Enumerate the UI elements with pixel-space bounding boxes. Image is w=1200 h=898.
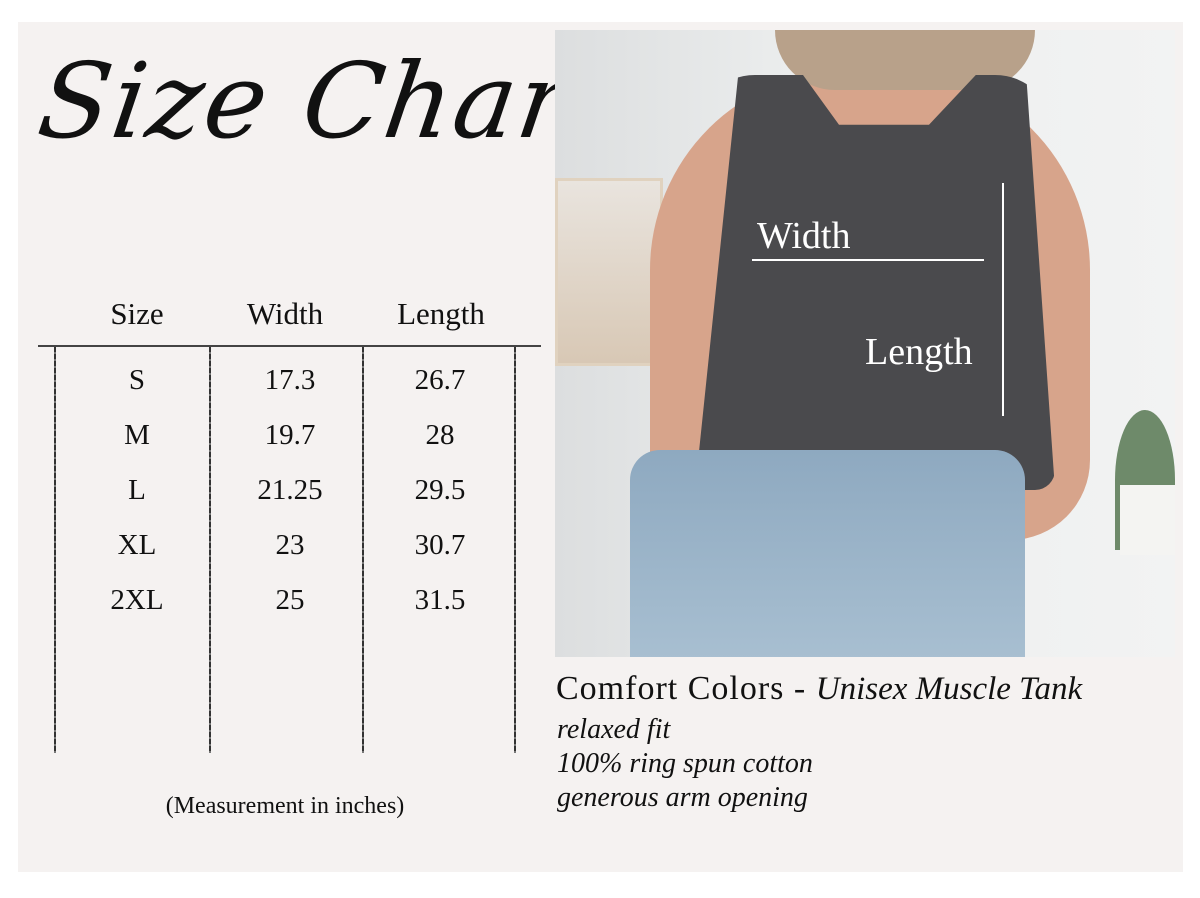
wall-art-image — [555, 178, 663, 366]
feature-item: generous arm opening — [557, 782, 808, 813]
header-size: Size — [110, 296, 164, 331]
header-length: Length — [397, 296, 485, 331]
cell-length: 29.5 — [414, 474, 466, 506]
cell-length: 28 — [425, 419, 455, 451]
measurement-caption: (Measurement in inches) — [165, 793, 405, 819]
cell-size: XL — [117, 529, 157, 561]
cell-width: 23 — [275, 529, 305, 561]
column-divider — [362, 347, 364, 753]
length-arrow-icon — [1002, 183, 1004, 416]
product-name: Unisex Muscle Tank — [815, 671, 1083, 707]
width-label: Width — [757, 215, 851, 257]
cell-size: S — [128, 364, 146, 396]
separator: - — [793, 670, 807, 707]
cell-length: 30.7 — [414, 529, 466, 561]
feature-item: 100% ring spun cotton — [557, 748, 813, 779]
brand-name: Comfort Colors — [556, 670, 785, 707]
plant-pot-image — [1120, 485, 1175, 555]
column-divider — [209, 347, 211, 753]
cell-width: 21.25 — [257, 474, 323, 506]
cell-length: 31.5 — [414, 584, 466, 616]
cell-size: L — [128, 474, 146, 506]
cell-width: 17.3 — [264, 364, 316, 396]
tank-top-image — [695, 75, 1055, 490]
header-width: Width — [246, 296, 324, 331]
product-photo: Width Length — [555, 30, 1175, 657]
cell-size: 2XL — [110, 584, 164, 616]
size-chart-title: Size Chart — [31, 40, 623, 162]
column-divider — [54, 347, 56, 753]
jeans-image — [630, 450, 1025, 657]
feature-item: relaxed fit — [557, 714, 671, 745]
cell-size: M — [124, 419, 150, 451]
column-divider — [514, 347, 516, 753]
length-label: Length — [865, 331, 973, 373]
cell-width: 19.7 — [264, 419, 316, 451]
header-divider — [38, 345, 541, 347]
width-arrow-icon — [752, 259, 984, 261]
cell-width: 25 — [275, 584, 305, 616]
product-heading: Comfort Colors - Unisex Muscle Tank — [556, 670, 1082, 708]
cell-length: 26.7 — [414, 364, 466, 396]
